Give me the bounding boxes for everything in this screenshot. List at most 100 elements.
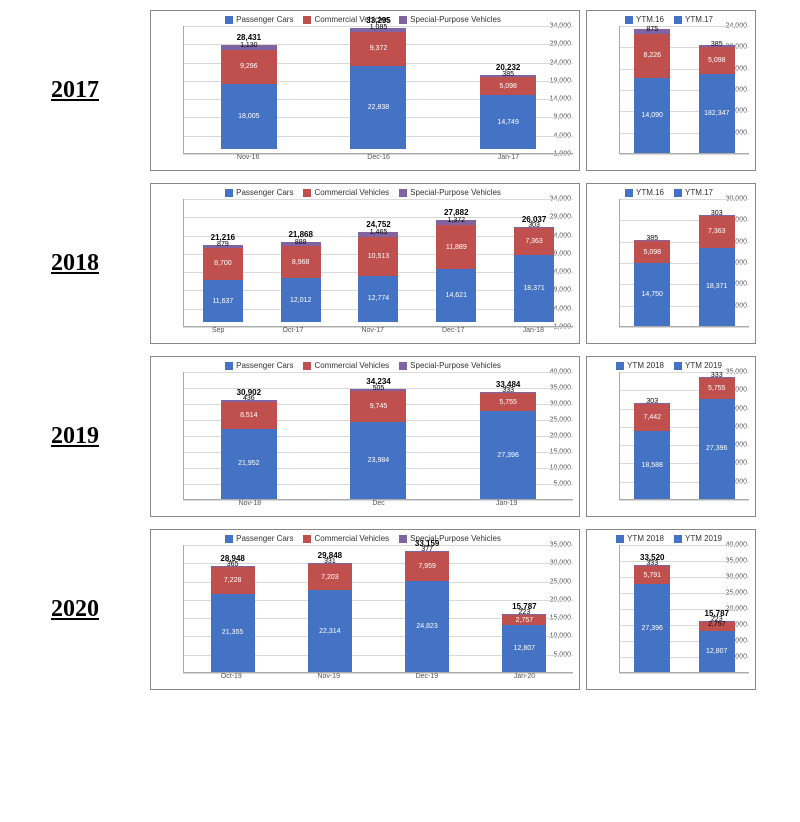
segment-value-label: 436 bbox=[243, 395, 255, 402]
bar-segment-commercial: 5,755 bbox=[699, 378, 735, 399]
bar-segment-commercial: 7,203 bbox=[308, 564, 352, 590]
plot-area: -5,00010,00015,00020,00025,00030,00014,7… bbox=[589, 199, 749, 341]
bar-segment-commercial: 8,700 bbox=[203, 248, 243, 280]
bar-segment-passenger: 12,012 bbox=[281, 278, 321, 322]
bar-segment-passenger: 11,637 bbox=[203, 280, 243, 323]
bars-area: 18,5887,44230327,3965,755333 bbox=[619, 372, 749, 500]
segment-value-label: 7,442 bbox=[643, 414, 661, 421]
x-label: Dec-17 bbox=[442, 327, 465, 341]
bar-stack: 33,48427,3965,755333 bbox=[480, 392, 536, 499]
segment-value-label: 12,774 bbox=[368, 295, 389, 302]
segment-value-label: 1,372 bbox=[448, 217, 466, 224]
plot-area: -1,0004,0009,00014,00019,00024,00029,000… bbox=[153, 199, 573, 341]
x-label: Nov-17 bbox=[361, 327, 384, 341]
bar-stack: 21,86812,0128,968888 bbox=[281, 242, 321, 322]
bar-column: 28,43118,0059,2961,130 bbox=[221, 45, 277, 149]
x-label: Jan-19 bbox=[496, 500, 517, 514]
bar-segment-commercial: 5,098 bbox=[634, 241, 670, 263]
bar-segment-passenger: 14,749 bbox=[480, 95, 536, 149]
segment-value-label: 21,952 bbox=[238, 460, 259, 467]
plot-area: -1,0004,0009,00014,00019,00024,00029,000… bbox=[153, 26, 573, 168]
bar-segment-passenger: 18,005 bbox=[221, 84, 277, 150]
bar-stack: 28,43118,0059,2961,130 bbox=[221, 45, 277, 149]
main-chart: Passenger CarsCommercial VehiclesSpecial… bbox=[150, 10, 580, 171]
bar-stack: 14,0908,226875 bbox=[634, 29, 670, 153]
legend-label: YTM.16 bbox=[636, 15, 664, 24]
legend-item: YTM.16 bbox=[625, 15, 664, 24]
bar-segment-passenger: 27,396 bbox=[699, 399, 735, 499]
bars-area: 28,94821,3557,22836529,84822,3147,203331… bbox=[183, 545, 573, 673]
segment-value-label: 377 bbox=[421, 546, 433, 553]
segment-value-label: 8,700 bbox=[214, 260, 232, 267]
legend-label: YTM.17 bbox=[685, 15, 713, 24]
segment-value-label: 10,513 bbox=[368, 253, 389, 260]
bar-stack: 27,88214,62111,8891,372 bbox=[436, 220, 476, 322]
segment-value-label: 27,396 bbox=[642, 625, 663, 632]
segment-value-label: 5,791 bbox=[643, 572, 661, 579]
legend-label: YTM.16 bbox=[636, 188, 664, 197]
legend-item: YTM.17 bbox=[674, 15, 713, 24]
segment-value-label: 7,363 bbox=[525, 238, 543, 245]
charts-wrap: Passenger CarsCommercial VehiclesSpecial… bbox=[150, 10, 756, 171]
bar-segment-commercial: 9,296 bbox=[221, 50, 277, 84]
bar-segment-commercial: 8,226 bbox=[634, 34, 670, 78]
legend-label: YTM 2018 bbox=[627, 361, 664, 370]
bar-segment-commercial: 9,372 bbox=[350, 32, 406, 66]
segment-value-label: 331 bbox=[324, 558, 336, 565]
legend-item: YTM 2018 bbox=[616, 361, 664, 370]
segment-value-label: 5,098 bbox=[499, 83, 517, 90]
segment-value-label: 875 bbox=[646, 26, 658, 33]
bar-column: 20,23214,7495,098385 bbox=[480, 75, 536, 149]
bar-segment-commercial: 11,889 bbox=[436, 225, 476, 268]
bar-segment-passenger: 18,371 bbox=[514, 255, 554, 322]
bar-segment-passenger: 12,807 bbox=[502, 625, 546, 672]
segment-value-label: 2,757 bbox=[516, 617, 534, 624]
bar-segment-commercial: 5,755 bbox=[480, 393, 536, 411]
segment-value-label: 8,968 bbox=[292, 259, 310, 266]
segment-value-label: 22,838 bbox=[368, 104, 389, 111]
segment-value-label: 22,314 bbox=[319, 628, 340, 635]
legend-item: YTM 2019 bbox=[674, 361, 722, 370]
segment-value-label: 1,465 bbox=[370, 229, 388, 236]
legend-item: Commercial Vehicles bbox=[303, 361, 389, 370]
legend-item: Passenger Cars bbox=[225, 534, 293, 543]
bar-column: 26,03718,3717,363303 bbox=[514, 227, 554, 322]
segment-value-label: 12,807 bbox=[514, 645, 535, 652]
x-label: Dec bbox=[372, 500, 384, 514]
segment-value-label: 303 bbox=[646, 398, 658, 405]
x-axis-labels bbox=[619, 327, 749, 341]
segment-value-label: 5,098 bbox=[708, 57, 726, 64]
bar-segment-commercial: 5,098 bbox=[699, 47, 735, 74]
bar-segment-passenger: 18,588 bbox=[634, 431, 670, 499]
legend-item: Special-Purpose Vehicles bbox=[399, 188, 501, 197]
bar-column: 28,94821,3557,228365 bbox=[211, 566, 255, 672]
legend-item: YTM 2019 bbox=[674, 534, 722, 543]
bar-stack: 15,78712,8072,757223 bbox=[502, 614, 546, 672]
bars-area: 33,52027,3965,79133315,78712,8072,757223 bbox=[619, 545, 749, 673]
segment-value-label: 5,098 bbox=[643, 249, 661, 256]
bar-segment-commercial: 10,513 bbox=[358, 237, 398, 275]
year-label: 2020 bbox=[0, 596, 150, 623]
legend-label: Commercial Vehicles bbox=[314, 188, 389, 197]
bar-segment-passenger: 14,090 bbox=[634, 78, 670, 153]
segment-value-label: 9,296 bbox=[240, 63, 258, 70]
legend-item: Passenger Cars bbox=[225, 15, 293, 24]
legend-item: YTM 2018 bbox=[616, 534, 664, 543]
bar-segment-commercial: 9,745 bbox=[350, 391, 406, 422]
bar-column: 21,86812,0128,968888 bbox=[281, 242, 321, 322]
plot-area: -5,00010,00015,00020,00025,00030,00035,0… bbox=[153, 545, 573, 687]
bar-column: 30,90221,9528,514436 bbox=[221, 400, 277, 499]
x-label: Nov-19 bbox=[317, 673, 340, 687]
bar-column: 14,7505,098385 bbox=[634, 240, 670, 326]
bar-segment-passenger: 18,371 bbox=[699, 248, 735, 326]
segment-value-label: 303 bbox=[711, 210, 723, 217]
bar-stack: 33,52027,3965,791333 bbox=[634, 565, 670, 672]
main-chart: Passenger CarsCommercial VehiclesSpecial… bbox=[150, 356, 580, 517]
charts-root: 2017Passenger CarsCommercial VehiclesSpe… bbox=[0, 10, 800, 690]
bar-column: 14,0908,226875 bbox=[634, 29, 670, 153]
segment-value-label: 5,755 bbox=[499, 399, 517, 406]
x-axis-labels bbox=[619, 500, 749, 514]
chart-legend: Passenger CarsCommercial VehiclesSpecial… bbox=[153, 361, 573, 370]
legend-item: Special-Purpose Vehicles bbox=[399, 15, 501, 24]
segment-value-label: 8,514 bbox=[240, 412, 258, 419]
